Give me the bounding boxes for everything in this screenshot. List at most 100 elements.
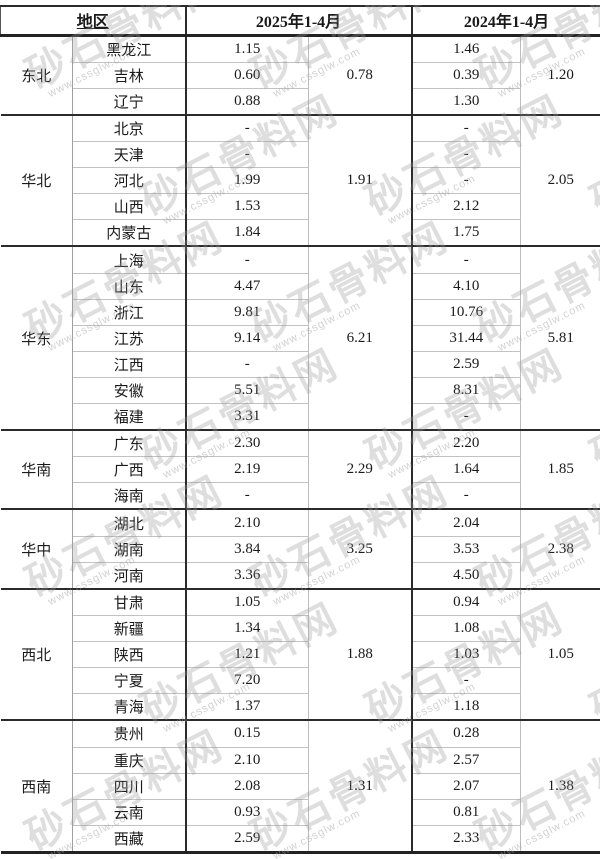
value-2025-cell: 3.36 (186, 562, 309, 589)
avg-2024-cell: 2.05 (521, 115, 600, 247)
value-2024-cell: - (412, 142, 521, 168)
value-2025-cell: 2.19 (186, 457, 309, 483)
value-2024-cell: 0.39 (412, 62, 521, 88)
avg-2024-cell: 1.85 (521, 430, 600, 509)
table-row: 江西-2.59 (1, 351, 600, 377)
value-2025-cell: 2.10 (186, 509, 309, 536)
value-2024-cell: 2.07 (412, 773, 521, 799)
province-name-cell: 湖南 (73, 536, 186, 562)
value-2024-cell: 2.20 (412, 430, 521, 457)
value-2025-cell: 1.99 (186, 168, 309, 194)
value-2025-cell: 2.10 (186, 747, 309, 773)
value-2025-cell: 0.88 (186, 88, 309, 115)
value-2024-cell: 2.12 (412, 194, 521, 220)
value-2024-cell: 2.57 (412, 747, 521, 773)
province-name-cell: 广东 (73, 430, 186, 457)
value-2025-cell: 9.81 (186, 299, 309, 325)
value-2024-cell: 2.33 (412, 825, 521, 852)
header-2025: 2025年1-4月 (186, 6, 412, 35)
value-2024-cell: 3.53 (412, 536, 521, 562)
avg-2024-cell: 1.05 (521, 589, 600, 721)
avg-2025-cell: 0.78 (309, 35, 412, 115)
value-2025-cell: 7.20 (186, 668, 309, 694)
province-name-cell: 西藏 (73, 825, 186, 852)
province-name-cell: 黑龙江 (73, 35, 186, 62)
value-2025-cell: 9.14 (186, 325, 309, 351)
value-2025-cell: 2.30 (186, 430, 309, 457)
avg-2024-cell: 1.20 (521, 35, 600, 115)
value-2025-cell: 5.51 (186, 377, 309, 403)
value-2024-cell: 4.50 (412, 562, 521, 589)
value-2025-cell: 3.31 (186, 403, 309, 430)
region-group-cell: 华中 (1, 509, 73, 588)
value-2025-cell: - (186, 483, 309, 510)
value-2024-cell: 0.28 (412, 720, 521, 747)
region-group-cell: 东北 (1, 35, 73, 115)
avg-2025-cell: 1.88 (309, 589, 412, 721)
province-name-cell: 新疆 (73, 616, 186, 642)
value-2024-cell: 2.04 (412, 509, 521, 536)
region-group-cell: 华东 (1, 246, 73, 430)
value-2024-cell: - (412, 168, 521, 194)
screenshot-root: { "header": { "region_label": "地区", "col… (0, 5, 600, 859)
avg-2025-cell: 3.25 (309, 509, 412, 588)
province-name-cell: 湖北 (73, 509, 186, 536)
value-2024-cell: 31.44 (412, 325, 521, 351)
province-name-cell: 山西 (73, 194, 186, 220)
province-name-cell: 广西 (73, 457, 186, 483)
province-name-cell: 上海 (73, 246, 186, 273)
value-2025-cell: 1.84 (186, 220, 309, 247)
avg-2024-cell: 2.38 (521, 509, 600, 588)
header-region-label: 地区 (77, 14, 109, 31)
table-row: 华北北京-1.91-2.05 (1, 115, 600, 142)
avg-2025-cell: 2.29 (309, 430, 412, 509)
avg-2024-cell: 5.81 (521, 246, 600, 430)
province-name-cell: 青海 (73, 694, 186, 721)
value-2024-cell: 1.46 (412, 35, 521, 62)
province-name-cell: 山东 (73, 273, 186, 299)
province-name-cell: 江西 (73, 351, 186, 377)
province-name-cell: 福建 (73, 403, 186, 430)
value-2025-cell: - (186, 142, 309, 168)
value-2025-cell: 1.21 (186, 642, 309, 668)
value-2024-cell: 1.30 (412, 88, 521, 115)
province-name-cell: 贵州 (73, 720, 186, 747)
province-name-cell: 江苏 (73, 325, 186, 351)
province-name-cell: 浙江 (73, 299, 186, 325)
province-name-cell: 海南 (73, 483, 186, 510)
value-2024-cell: 1.08 (412, 616, 521, 642)
value-2025-cell: 2.59 (186, 825, 309, 852)
value-2024-cell: - (412, 115, 521, 142)
value-2024-cell: 1.18 (412, 694, 521, 721)
value-2024-cell: 0.81 (412, 799, 521, 825)
value-2025-cell: 0.60 (186, 62, 309, 88)
province-name-cell: 宁夏 (73, 668, 186, 694)
region-group-cell: 华北 (1, 115, 73, 247)
region-group-cell: 西南 (1, 720, 73, 852)
avg-2025-cell: 6.21 (309, 246, 412, 430)
region-group-cell: 西北 (1, 589, 73, 721)
region-group-cell: 华南 (1, 430, 73, 509)
value-2025-cell: - (186, 115, 309, 142)
value-2024-cell: 4.10 (412, 273, 521, 299)
table-row: 海南-- (1, 483, 600, 510)
avg-2025-cell: 1.31 (309, 720, 412, 852)
value-2025-cell: 0.93 (186, 799, 309, 825)
value-2024-cell: 8.31 (412, 377, 521, 403)
